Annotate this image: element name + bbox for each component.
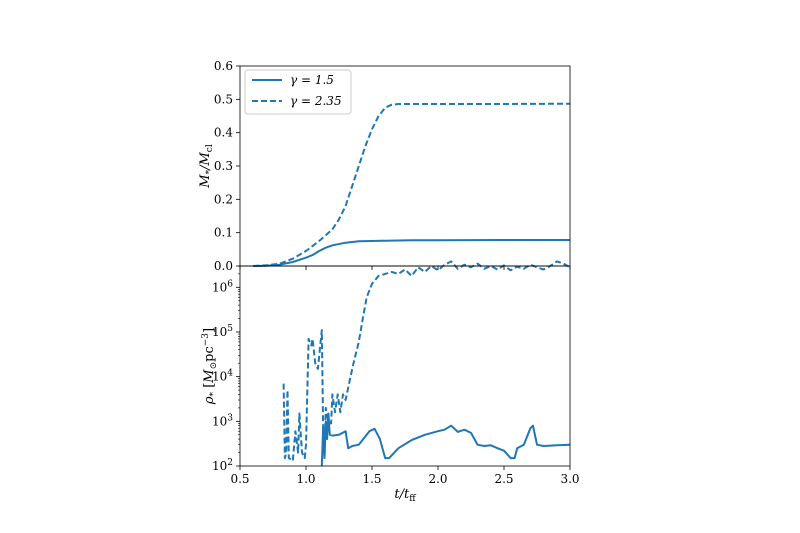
bottom-series-line-2 xyxy=(282,260,571,462)
top-series-line-2 xyxy=(253,102,571,267)
bottom-y-ticks: 102 103 104 105 106 xyxy=(212,265,240,473)
top-y-ticks: 0.0 0.1 0.2 0.3 0.4 0.5 0.6 xyxy=(214,59,240,273)
x-tick-label: 1.5 xyxy=(362,472,381,486)
bottom-y-tick-label: 106 xyxy=(212,279,233,294)
legend-label-2: γ = 2.35 xyxy=(290,94,342,108)
top-y-tick-label: 0.4 xyxy=(214,126,233,140)
top-y-axis-label: M*/Mcl xyxy=(198,144,215,189)
top-y-tick-label: 0.1 xyxy=(214,226,233,240)
top-panel: 0.0 0.1 0.2 0.3 0.4 0.5 0.6 M*/Mcl γ = 1.5 γ =… xyxy=(198,59,571,273)
bottom-y-axis-label: ρ* [M⊙pc−3] xyxy=(201,328,219,405)
top-y-tick-label: 0.6 xyxy=(214,59,233,73)
x-tick-label: 0.5 xyxy=(230,472,249,486)
x-tick-label: 3.0 xyxy=(560,472,579,486)
bottom-series-line-1 xyxy=(320,412,571,467)
bottom-x-ticks: 0.5 1.0 1.5 2.0 2.5 3.0 xyxy=(230,266,580,486)
top-series-layer xyxy=(253,102,571,267)
legend: γ = 1.5 γ = 2.35 xyxy=(244,69,352,115)
bottom-series-layer xyxy=(282,260,571,467)
bottom-panel: 102 103 104 105 106 0.5 1.0 1.5 2.0 2.5 3.0 ρ* [M… xyxy=(201,260,580,504)
top-y-tick-label: 0.0 xyxy=(214,259,233,273)
x-tick-label: 2.5 xyxy=(494,472,513,486)
x-axis-label: t/tff xyxy=(394,487,416,504)
top-y-tick-label: 0.2 xyxy=(214,192,233,206)
bottom-y-tick-label: 104 xyxy=(212,369,233,384)
top-y-tick-label: 0.3 xyxy=(214,159,233,173)
x-tick-label: 1.0 xyxy=(296,472,315,486)
top-series-line-1 xyxy=(253,239,570,267)
bottom-y-tick-label: 105 xyxy=(212,324,233,339)
top-y-tick-label: 0.5 xyxy=(214,92,233,106)
bottom-y-tick-label: 103 xyxy=(212,413,233,428)
x-tick-label: 2.0 xyxy=(428,472,447,486)
legend-label-1: γ = 1.5 xyxy=(290,73,334,87)
bottom-y-tick-label: 102 xyxy=(212,458,233,473)
bottom-axes-frame xyxy=(239,265,571,467)
